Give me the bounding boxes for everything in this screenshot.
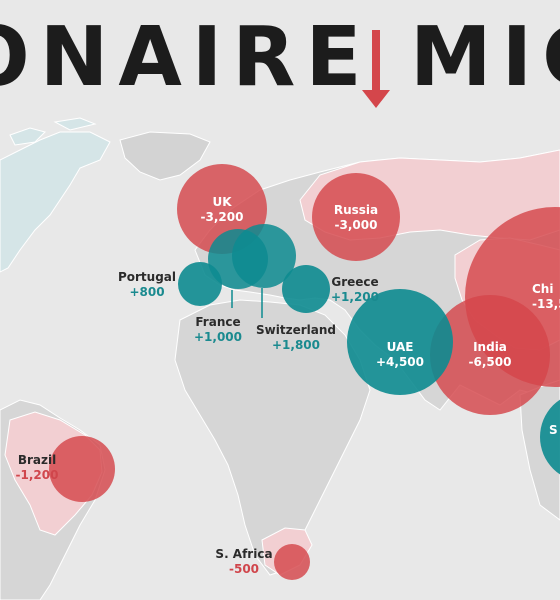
label-brazil: Brazil -1,200 xyxy=(14,453,60,483)
label-south-africa-name: S. Africa xyxy=(215,547,273,561)
bubble-brazil xyxy=(49,436,115,502)
label-france: France +1,000 xyxy=(190,315,246,345)
bubble-switzerland xyxy=(232,224,296,288)
label-uk-value: -3,200 xyxy=(200,210,244,224)
label-india: India -6,500 xyxy=(462,340,518,370)
label-uk: UK -3,200 xyxy=(195,195,249,225)
arctic-islands-land xyxy=(9,117,97,146)
label-brazil-value: -1,200 xyxy=(15,468,59,482)
label-russia: Russia -3,000 xyxy=(326,203,386,233)
label-south-africa-value: -500 xyxy=(228,562,260,576)
label-china: Chi -13,5 xyxy=(532,282,560,312)
label-south-africa: S. Africa -500 xyxy=(212,547,276,577)
label-uae-value: +4,500 xyxy=(375,355,424,369)
label-uae: UAE +4,500 xyxy=(374,340,426,370)
label-portugal: Portugal +800 xyxy=(116,270,178,300)
bubble-south-africa xyxy=(274,544,310,580)
label-switzerland: Switzerland +1,800 xyxy=(253,323,339,353)
title-part-1: ONAIRE M xyxy=(0,10,502,105)
bubble-uae xyxy=(347,289,453,395)
label-singapore: S xyxy=(549,423,560,438)
label-brazil-name: Brazil xyxy=(17,453,57,467)
label-switzerland-value: +1,800 xyxy=(271,338,320,352)
label-greece: Greece +1,200 xyxy=(330,275,380,305)
label-uae-name: UAE xyxy=(386,340,414,354)
label-singapore-name: S xyxy=(549,423,558,437)
page-title: ONAIRE MIGRAT xyxy=(0,10,560,106)
title-part-2: GRAT xyxy=(542,10,560,105)
bubble-singapore xyxy=(540,399,560,475)
label-uk-name: UK xyxy=(212,195,232,209)
label-switzerland-name: Switzerland xyxy=(256,323,336,337)
label-india-value: -6,500 xyxy=(468,355,512,369)
title-arrow-letter: I xyxy=(502,10,543,106)
label-china-name: Chi xyxy=(532,282,554,296)
label-portugal-name: Portugal xyxy=(117,270,177,284)
title-letter-i: I xyxy=(501,10,543,105)
label-greece-value: +1,200 xyxy=(330,290,379,304)
north-america-land xyxy=(0,131,111,273)
label-russia-value: -3,000 xyxy=(334,218,378,232)
bubble-portugal xyxy=(178,262,222,306)
down-arrow-icon xyxy=(362,30,390,108)
bubble-india xyxy=(430,295,550,415)
label-russia-name: Russia xyxy=(333,203,379,217)
label-india-name: India xyxy=(473,340,507,354)
label-france-name: France xyxy=(195,315,241,329)
greenland-land xyxy=(119,131,211,181)
bubble-greece xyxy=(282,265,330,313)
label-greece-name: Greece xyxy=(331,275,379,289)
label-portugal-value: +800 xyxy=(129,285,165,299)
bubble-russia xyxy=(312,173,400,261)
label-france-value: +1,000 xyxy=(193,330,242,344)
label-china-value: -13,5 xyxy=(532,297,560,311)
